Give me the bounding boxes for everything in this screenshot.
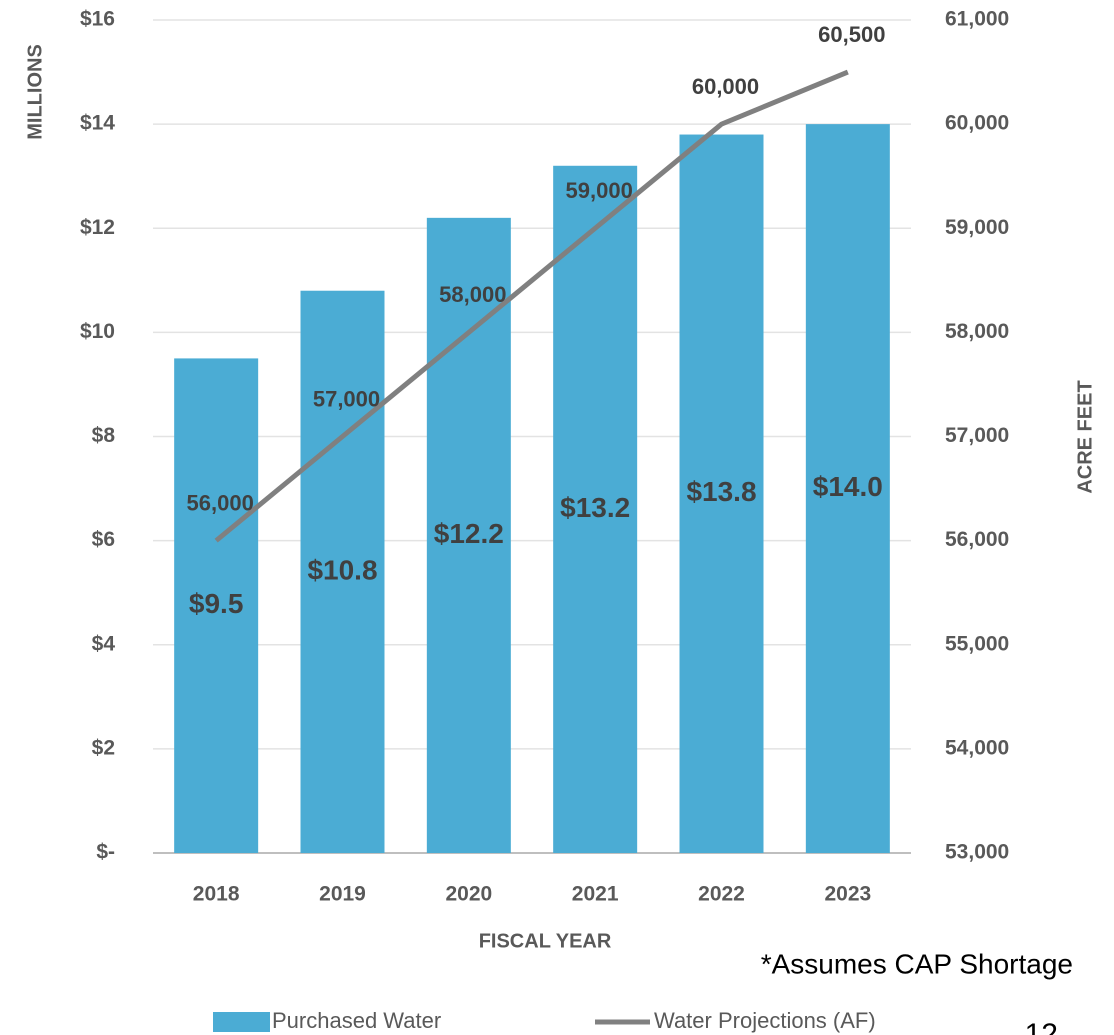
y2-tick-label: 58,000 xyxy=(945,320,1009,343)
line-value-label: 57,000 xyxy=(313,386,380,411)
line-value-label: 59,000 xyxy=(566,178,633,203)
y-tick-label: $16 xyxy=(80,8,115,31)
y2-tick-label: 61,000 xyxy=(945,8,1009,31)
y-tick-label: $10 xyxy=(80,320,115,343)
page-number: 12 xyxy=(1025,1018,1058,1035)
y-tick-label: $4 xyxy=(92,632,116,655)
x-tick-label: 2021 xyxy=(572,883,619,906)
y-tick-label: $8 xyxy=(92,424,116,447)
legend-swatch xyxy=(213,1012,270,1032)
legend-label: Water Projections (AF) xyxy=(654,1008,876,1033)
x-tick-label: 2023 xyxy=(824,883,871,906)
x-tick-label: 2020 xyxy=(445,883,492,906)
y-tick-label: $14 xyxy=(80,112,115,135)
x-tick-label: 2019 xyxy=(319,883,366,906)
y2-tick-label: 60,000 xyxy=(945,112,1009,135)
line-value-label: 60,500 xyxy=(818,22,885,47)
bar-value-label: $9.5 xyxy=(189,588,244,619)
y-tick-label: $- xyxy=(96,841,115,864)
bar-value-label: $10.8 xyxy=(307,554,377,585)
legend-label: Purchased Water xyxy=(272,1008,441,1033)
y-tick-label: $12 xyxy=(80,216,115,239)
y2-tick-label: 55,000 xyxy=(945,632,1009,655)
line-value-label: 56,000 xyxy=(187,490,254,515)
x-axis-title: FISCAL YEAR xyxy=(479,930,612,952)
x-tick-label: 2022 xyxy=(698,883,745,906)
x-tick-label: 2018 xyxy=(193,883,240,906)
y2-tick-label: 59,000 xyxy=(945,216,1009,239)
y2-axis-title: ACRE FEET xyxy=(1074,380,1096,493)
bar-value-label: $14.0 xyxy=(813,471,883,502)
line-value-label: 60,000 xyxy=(692,74,759,99)
bar xyxy=(679,134,764,854)
bar xyxy=(553,165,638,853)
bar xyxy=(805,124,890,853)
bar xyxy=(426,217,511,853)
y2-tick-label: 56,000 xyxy=(945,528,1009,551)
line-value-label: 58,000 xyxy=(439,282,506,307)
bar-value-label: $12.2 xyxy=(434,518,504,549)
y-tick-label: $6 xyxy=(92,528,115,551)
bar xyxy=(300,290,385,854)
bar-value-label: $13.8 xyxy=(686,476,756,507)
bar xyxy=(174,358,259,853)
y2-tick-label: 54,000 xyxy=(945,736,1009,759)
y2-tick-label: 57,000 xyxy=(945,424,1009,447)
y-tick-label: $2 xyxy=(92,736,115,759)
line xyxy=(214,69,849,543)
y2-tick-label: 53,000 xyxy=(945,841,1009,864)
annotation: *Assumes CAP Shortage xyxy=(761,948,1073,979)
y-axis-title: MILLIONS xyxy=(24,44,46,140)
bar-value-label: $13.2 xyxy=(560,492,630,523)
